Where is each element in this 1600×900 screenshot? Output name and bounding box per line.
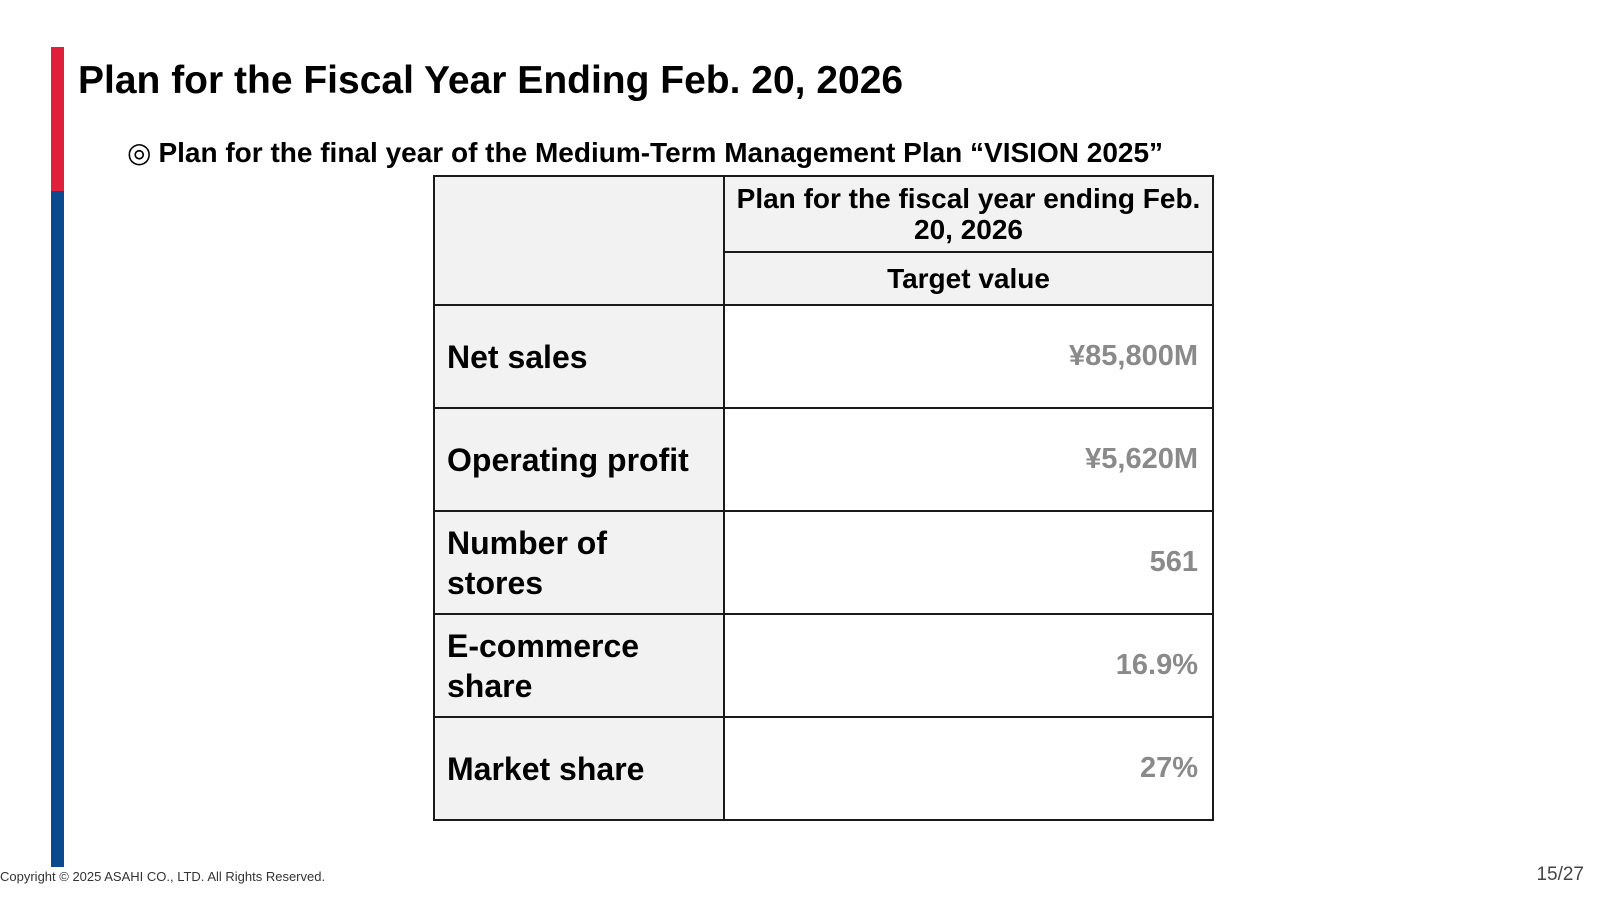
row-value-net-sales: ¥85,800M (723, 304, 1214, 409)
table-corner-cell (433, 175, 725, 306)
page-number: 15/27 (1536, 864, 1584, 885)
row-label-market-share: Market share (433, 716, 725, 821)
row-value-market-share: 27% (723, 716, 1214, 821)
plan-table: Plan for the fiscal year ending Feb. 20,… (433, 175, 1214, 821)
accent-bar (51, 47, 64, 867)
table-row: E-commerce share 16.9% (433, 613, 1214, 718)
row-label-ecommerce-share: E-commerce share (433, 613, 725, 718)
row-value-ecommerce-share: 16.9% (723, 613, 1214, 718)
copyright-notice: Copyright © 2025 ASAHI CO., LTD. All Rig… (0, 869, 326, 884)
row-value-number-of-stores: 561 (723, 510, 1214, 615)
table-row: Number of stores 561 (433, 510, 1214, 615)
accent-bar-red (51, 47, 64, 191)
double-circle-bullet-icon: ◎ (127, 137, 152, 168)
table-row: Operating profit ¥5,620M (433, 407, 1214, 512)
table-header-target: Target value (723, 251, 1214, 306)
accent-bar-blue (51, 191, 64, 867)
slide-title: Plan for the Fiscal Year Ending Feb. 20,… (78, 59, 904, 102)
subtitle: ◎ Plan for the final year of the Medium-T… (127, 136, 1163, 170)
row-label-net-sales: Net sales (433, 304, 725, 409)
row-value-operating-profit: ¥5,620M (723, 407, 1214, 512)
table-row: Net sales ¥85,800M (433, 304, 1214, 409)
subtitle-text: Plan for the final year of the Medium-Te… (158, 137, 1164, 168)
table-header-plan: Plan for the fiscal year ending Feb. 20,… (723, 175, 1214, 253)
row-label-number-of-stores: Number of stores (433, 510, 725, 615)
row-label-operating-profit: Operating profit (433, 407, 725, 512)
table-row: Market share 27% (433, 716, 1214, 821)
